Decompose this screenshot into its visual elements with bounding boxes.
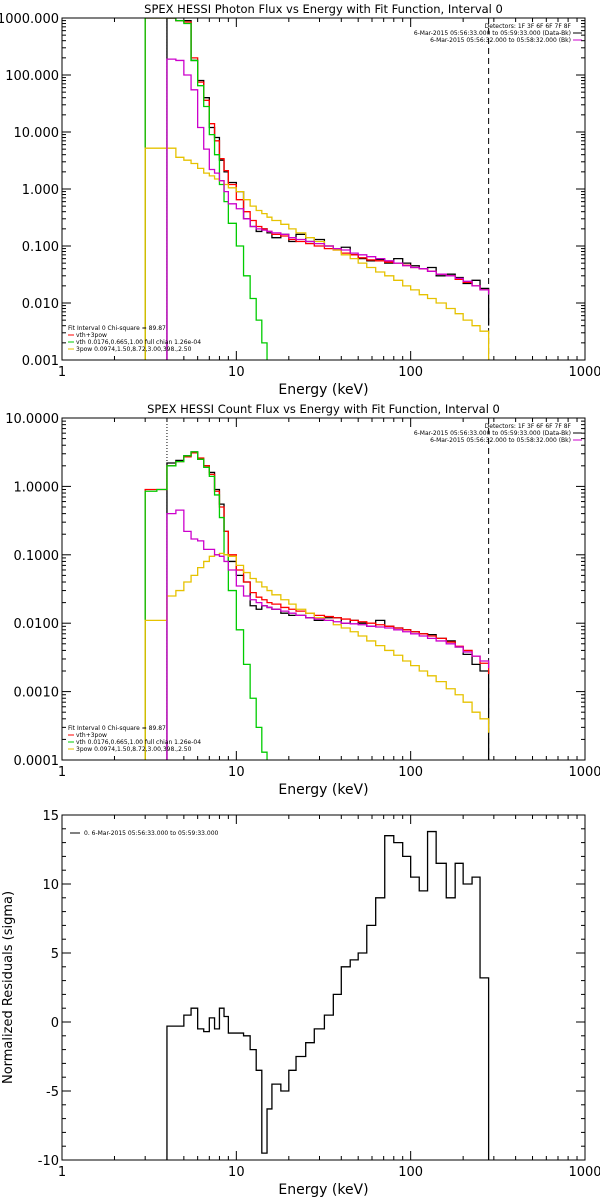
series-group bbox=[144, 18, 490, 360]
y-tick-label: 0 bbox=[51, 1016, 59, 1031]
series-data-bk bbox=[166, 18, 490, 360]
x-axis-label: Energy (keV) bbox=[278, 782, 368, 798]
x-axis-label: Energy (keV) bbox=[278, 382, 368, 398]
fit-text-line: Fit Interval 0 Chi-square = 89.87 bbox=[68, 725, 166, 732]
info-text-line: Detectors: 1F 3F 6F 6F 7F 8F bbox=[485, 423, 572, 430]
fit-text-line: vth 0.0176,0.665,1.00 full chian 1.26e-0… bbox=[76, 739, 201, 746]
chart-panel-0: SPEX HESSI Photon Flux vs Energy with Fi… bbox=[0, 2, 600, 398]
fit-text-line: 3pow 0.0974,1.50,8.72,3.00,398.,2.50 bbox=[76, 346, 192, 353]
fit-text-line: vth 0.0176,0.665,1.00 full chian 1.26e-0… bbox=[76, 339, 201, 346]
series-3pow bbox=[144, 147, 490, 360]
fit-text-line: vth+3pow bbox=[76, 732, 107, 739]
y-tick-label: 0.1000 bbox=[14, 549, 60, 564]
series-vth-3pow bbox=[144, 18, 490, 360]
y-tick-label: 1.0000 bbox=[14, 480, 60, 495]
series-bk bbox=[166, 58, 490, 360]
x-tick-label: 10 bbox=[228, 765, 245, 780]
x-tick-label: 100 bbox=[398, 765, 423, 780]
info-text-line: Detectors: 1F 3F 6F 6F 7F 8F bbox=[485, 23, 572, 30]
y-tick-label: 0.001 bbox=[22, 354, 59, 369]
x-tick-label: 1 bbox=[58, 765, 66, 780]
y-tick-label: 1.000 bbox=[22, 183, 59, 198]
x-tick-label: 1 bbox=[58, 365, 66, 380]
y-tick-label: 10 bbox=[42, 878, 59, 893]
legend-text: 0. 6-Mar-2015 05:56:33.000 to 05:59:33.0… bbox=[84, 830, 219, 837]
series-vth bbox=[144, 18, 268, 360]
x-tick-label: 100 bbox=[398, 365, 423, 380]
y-tick-label: 0.0100 bbox=[14, 617, 60, 632]
series-bk bbox=[166, 509, 490, 760]
chart-panel-2: 1 10 100 1000 Energy (keV) -10 -5 0 5 10 15 Normali… bbox=[1, 809, 600, 1198]
info-text-line: 6-Mar-2015 05:56:32.000 to 05:58:32.000 … bbox=[430, 437, 571, 444]
fit-text-line: 3pow 0.0974,1.50,8.72,3.00,398.,2.50 bbox=[76, 746, 192, 753]
info-text-line: 6-Mar-2015 05:56:33.000 to 05:59:33.000 … bbox=[414, 430, 571, 437]
y-axis-label: Normalized Residuals (sigma) bbox=[1, 891, 16, 1084]
y-tick-label: 100.000 bbox=[5, 69, 59, 84]
y-tick-label: 0.100 bbox=[22, 240, 59, 255]
series-3pow bbox=[144, 552, 490, 760]
chart-title: SPEX HESSI Photon Flux vs Energy with Fi… bbox=[144, 2, 503, 16]
chart-title: SPEX HESSI Count Flux vs Energy with Fit… bbox=[147, 402, 500, 416]
series-group bbox=[144, 451, 490, 760]
x-tick-label: 1000 bbox=[568, 1165, 600, 1180]
y-tick-label: 5 bbox=[51, 947, 59, 962]
x-tick-label: 10 bbox=[228, 365, 245, 380]
x-axis-label: Energy (keV) bbox=[278, 1182, 368, 1198]
y-tick-label: -10 bbox=[38, 1154, 59, 1169]
info-text-line: 6-Mar-2015 05:56:33.000 to 05:59:33.000 … bbox=[414, 30, 571, 37]
y-tick-label: 0.0001 bbox=[14, 754, 60, 769]
x-tick-label: 1000 bbox=[568, 365, 600, 380]
x-tick-label: 100 bbox=[398, 1165, 423, 1180]
plot-frame bbox=[61, 417, 586, 761]
x-tick-label: 10 bbox=[228, 1165, 245, 1180]
series-group bbox=[166, 830, 490, 1160]
y-tick-label: 15 bbox=[42, 809, 59, 824]
x-tick-label: 1 bbox=[58, 1165, 66, 1180]
plot-frame bbox=[61, 17, 586, 361]
plot-frame bbox=[61, 814, 586, 1161]
y-tick-label: 10.000 bbox=[14, 126, 60, 141]
x-tick-label: 1000 bbox=[568, 765, 600, 780]
series-vth-3pow bbox=[144, 452, 490, 760]
series-data-bk bbox=[166, 451, 490, 760]
fit-text-line: vth+3pow bbox=[76, 332, 107, 339]
series-0- bbox=[166, 830, 490, 1160]
info-text-line: 6-Mar-2015 05:56:32.000 to 05:58:32.000 … bbox=[430, 37, 571, 44]
y-tick-label: 10.0000 bbox=[5, 412, 59, 427]
series-vth bbox=[144, 451, 268, 760]
y-tick-label: 1000.000 bbox=[0, 12, 59, 27]
y-tick-label: 0.010 bbox=[22, 297, 59, 312]
fit-text-line: Fit Interval 0 Chi-square = 89.87 bbox=[68, 325, 166, 332]
y-tick-label: -5 bbox=[46, 1085, 59, 1100]
chart-panel-1: SPEX HESSI Count Flux vs Energy with Fit… bbox=[5, 402, 600, 798]
y-tick-label: 0.0010 bbox=[14, 686, 60, 701]
